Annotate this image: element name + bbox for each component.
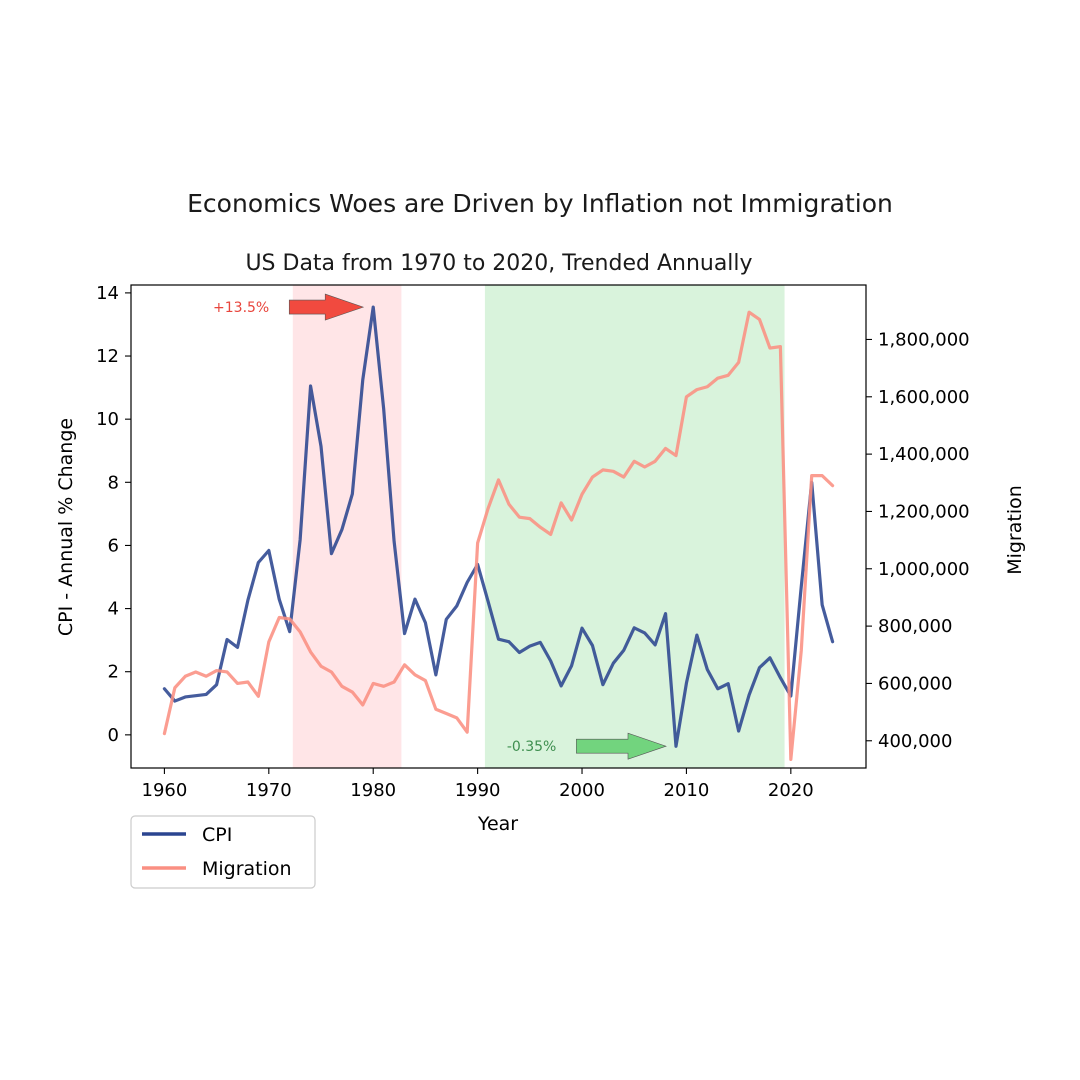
legend: CPI Migration — [130, 815, 316, 889]
y-left-tick-label: 8 — [108, 472, 119, 493]
y-axis-left-label: CPI - Annual % Change — [55, 418, 77, 636]
y-axis-right: 400,000 600,000 800,000 1,000,000 1,200,000 1… — [866, 329, 970, 752]
x-tick-label: 2000 — [559, 780, 605, 801]
x-tick-label: 1990 — [455, 780, 501, 801]
y-left-tick-label: 4 — [108, 599, 119, 620]
x-tick-label: 2010 — [664, 780, 710, 801]
y-right-tick-label: 1,200,000 — [878, 501, 970, 522]
shaded-region-0 — [292, 285, 402, 768]
x-axis-label: Year — [477, 813, 518, 835]
y-left-tick-label: 0 — [108, 725, 119, 746]
x-tick-label: 2020 — [768, 780, 814, 801]
chart-subtitle: US Data from 1970 to 2020, Trended Annua… — [245, 251, 752, 276]
chart-title: Economics Woes are Driven by Inflation n… — [187, 189, 893, 218]
series-lines — [162, 305, 835, 762]
y-right-tick-label: 800,000 — [878, 616, 952, 637]
series-line-migration — [162, 310, 835, 762]
y-right-tick-label: 400,000 — [878, 731, 952, 752]
y-right-tick-label: 1,600,000 — [878, 387, 970, 408]
annotation-label-0: +13.5% — [213, 300, 269, 316]
y-left-tick-label: 6 — [108, 535, 119, 556]
plot-frame — [130, 284, 867, 769]
y-right-tick-label: 1,400,000 — [878, 444, 970, 465]
y-left-tick-label: 10 — [96, 409, 119, 430]
series-line-cpi — [162, 305, 835, 748]
x-tick-label: 1970 — [246, 780, 292, 801]
annotation-arrow-0 — [288, 293, 365, 321]
legend-label-cpi: CPI — [202, 824, 232, 846]
y-right-tick-label: 1,800,000 — [878, 329, 970, 350]
legend-label-migration: Migration — [202, 858, 292, 880]
annotation-label-1: -0.35% — [507, 739, 557, 755]
y-right-tick-label: 1,000,000 — [878, 559, 970, 580]
x-tick-label: 1960 — [142, 780, 188, 801]
y-left-tick-label: 12 — [96, 346, 119, 367]
annotations: +13.5% -0.35% — [213, 293, 667, 760]
y-right-tick-label: 600,000 — [878, 673, 952, 694]
y-axis-left: 0 2 4 6 8 10 12 14 — [96, 283, 131, 746]
y-left-tick-label: 14 — [96, 283, 119, 304]
x-axis: 1960 1970 1980 1990 2000 2010 2020 — [142, 768, 814, 801]
shaded-regions — [292, 285, 785, 768]
y-axis-right-label: Migration — [1004, 485, 1026, 575]
y-left-tick-label: 2 — [108, 662, 119, 683]
x-tick-label: 1980 — [350, 780, 396, 801]
annotation-arrow-1 — [576, 732, 667, 760]
